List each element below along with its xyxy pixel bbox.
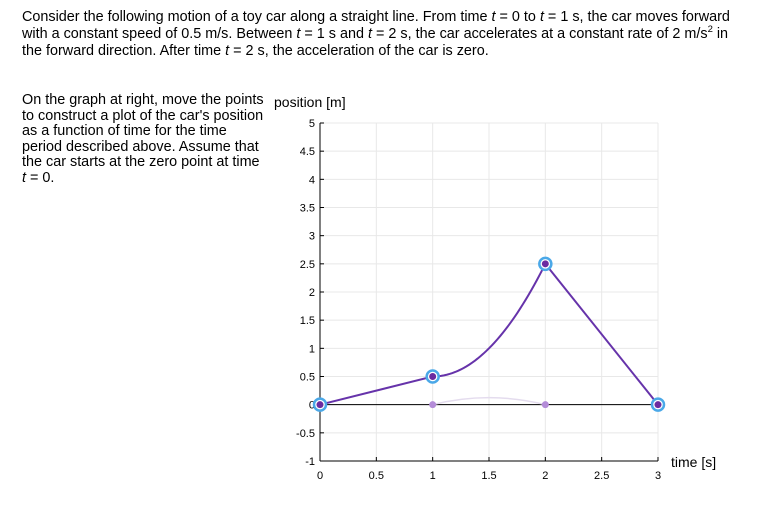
y-tick-label: 2 [309,287,315,299]
draggable-point[interactable] [312,397,328,412]
segment-acceleration [432,263,547,378]
point-dot[interactable] [429,373,437,380]
y-tick-label: 1 [309,343,315,355]
problem-text: Consider the following motion of a toy c… [22,9,492,25]
problem-text: = 2 s, the car accelerates at a constant… [372,26,708,42]
problem-text: = 2 s, the acceleration of the car is ze… [229,43,489,59]
variable-t: t [225,43,230,59]
y-tick-label: 2.5 [300,259,315,271]
problem-text: = 1 s, the car moves forward with a cons… [22,9,730,42]
draggable-point[interactable] [425,369,440,384]
y-tick-label: 5 [309,118,315,130]
problem-text: in the forward direction. After time [22,26,729,59]
x-tick-label: 2.5 [594,470,609,482]
point-dot[interactable] [654,401,662,409]
y-tick-label: -0.5 [296,428,315,440]
curves [319,263,659,406]
draggable-points[interactable] [312,256,666,412]
draggable-point[interactable] [538,256,553,272]
y-tick-label: 0 [309,400,315,412]
ghost-point [541,401,549,409]
y-tick-label: 3.5 [300,203,315,215]
x-axis-label: time [s] [671,454,716,470]
variable-t: t [22,169,26,186]
problem-text: = 0 to [495,9,540,25]
x-tick-label: 0.5 [369,470,384,482]
y-axis-label: position [m] [274,94,346,110]
point-dot[interactable] [541,260,549,268]
point-dot[interactable] [316,401,324,409]
variable-t: t [368,26,372,42]
y-tick-label: 3 [309,231,315,243]
segment-final [544,263,659,406]
x-tick-label: 0 [317,470,323,482]
problem-statement: Consider the following motion of a toy c… [22,9,752,60]
draggable-point[interactable] [650,397,666,412]
x-tick-label: 1.5 [481,470,496,482]
exponent: 2 [707,24,713,35]
tick-labels: 0 0.5 1 1.5 2 2.5 3 5 4.5 4 3.5 3 2.5 2 1.5 1 0.5 0 -0.5 -1 [296,118,661,482]
ghost-points [429,396,549,409]
x-tick-label: 2 [542,470,548,482]
y-tick-label: 4 [309,174,315,186]
y-tick-label: 4.5 [300,146,315,158]
ghost-curve [432,396,546,406]
instruction-text: = 0. [26,169,55,186]
grid-lines [319,122,659,462]
problem-text: = 1 s and [300,26,368,42]
y-tick-label: -1 [305,456,315,468]
x-tick-label: 1 [430,470,436,482]
variable-t: t [539,9,544,25]
ghost-point [429,401,437,409]
segment-constant-speed [319,375,433,406]
y-tick-label: 1.5 [300,315,315,327]
x-tick-label: 3 [655,470,661,482]
y-tick-label: 0.5 [300,372,315,384]
instruction-text: On the graph at right, move the points t… [22,92,264,171]
variable-t: t [491,9,496,25]
instructions-text: On the graph at right, move the points t… [22,92,267,187]
variable-t: t [296,26,301,42]
